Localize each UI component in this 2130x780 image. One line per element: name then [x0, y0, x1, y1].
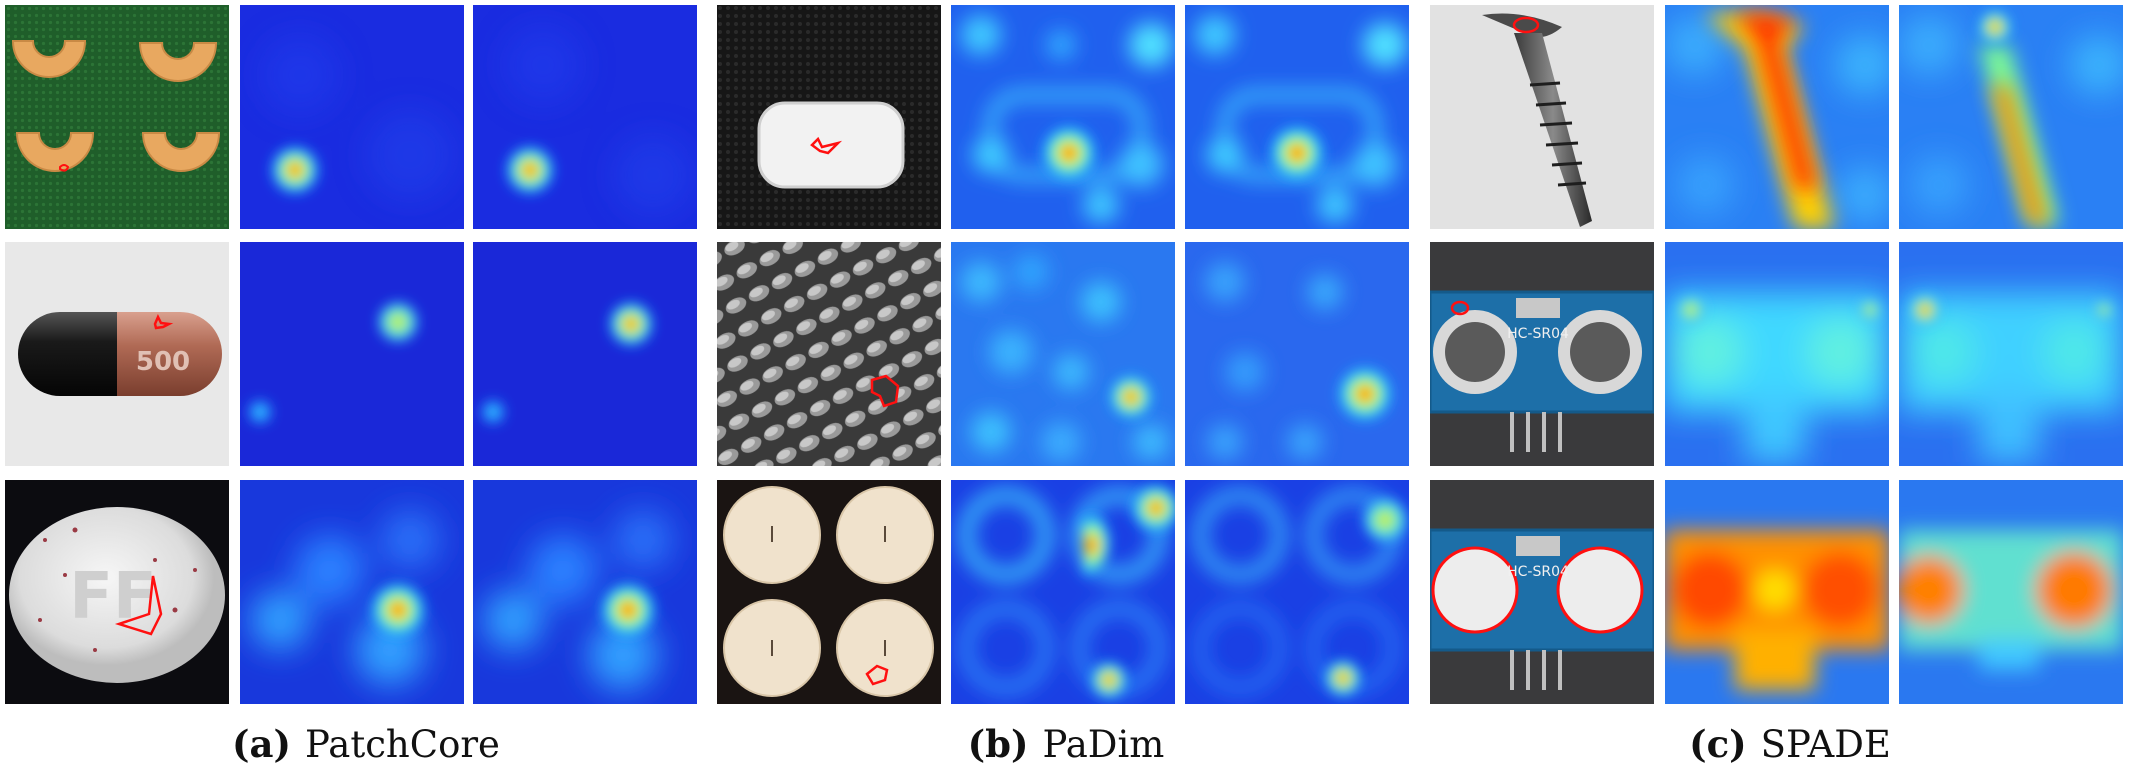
caption-c: (c) SPADE — [1650, 722, 1930, 772]
patchcore-heatmap-3 — [240, 242, 464, 466]
padim-input-candles — [717, 480, 941, 704]
caption-c-method: SPADE — [1760, 723, 1891, 766]
patchcore-heatmap-4 — [473, 242, 697, 466]
caption-b-label: (b) — [967, 722, 1029, 766]
patchcore-heatmap-1 — [240, 5, 464, 229]
defect-outline — [59, 164, 70, 172]
spade-heatmap-2 — [1899, 5, 2123, 229]
sensor-label: HC-SR04 — [1507, 564, 1569, 580]
padim-input-grid — [717, 242, 941, 466]
patchcore-input-pasta — [5, 5, 229, 229]
sensor-label: HC-SR04 — [1507, 326, 1569, 342]
caption-b: (b) PaDim — [936, 722, 1196, 772]
spade-input-sensor-1: HC-SR04 — [1430, 242, 1654, 466]
patchcore-input-pill: FF — [5, 480, 229, 704]
patchcore-heatmap-2 — [473, 5, 697, 229]
spade-heatmap-5 — [1665, 480, 1889, 704]
caption-a-label: (a) — [232, 722, 292, 766]
padim-heatmap-1 — [951, 5, 1175, 229]
padim-input-gum — [717, 5, 941, 229]
padim-heatmap-4 — [1185, 242, 1409, 466]
spade-heatmap-6 — [1899, 480, 2123, 704]
caption-a: (a) PatchCore — [196, 722, 536, 772]
spade-input-sensor-2: HC-SR04 — [1430, 480, 1654, 704]
patchcore-input-capsule: 500 — [5, 242, 229, 466]
caption-b-method: PaDim — [1042, 723, 1165, 766]
pill-imprint: FF — [69, 560, 156, 634]
patchcore-heatmap-5 — [240, 480, 464, 704]
spade-heatmap-4 — [1899, 242, 2123, 466]
capsule-imprint: 500 — [136, 347, 190, 377]
caption-c-label: (c) — [1689, 722, 1747, 766]
spade-heatmap-3 — [1665, 242, 1889, 466]
caption-a-method: PatchCore — [305, 723, 500, 766]
padim-heatmap-3 — [951, 242, 1175, 466]
spade-input-screw — [1430, 5, 1654, 229]
padim-heatmap-6 — [1185, 480, 1409, 704]
spade-heatmap-1 — [1665, 5, 1889, 229]
padim-heatmap-5 — [951, 480, 1175, 704]
patchcore-heatmap-6 — [473, 480, 697, 704]
padim-heatmap-2 — [1185, 5, 1409, 229]
